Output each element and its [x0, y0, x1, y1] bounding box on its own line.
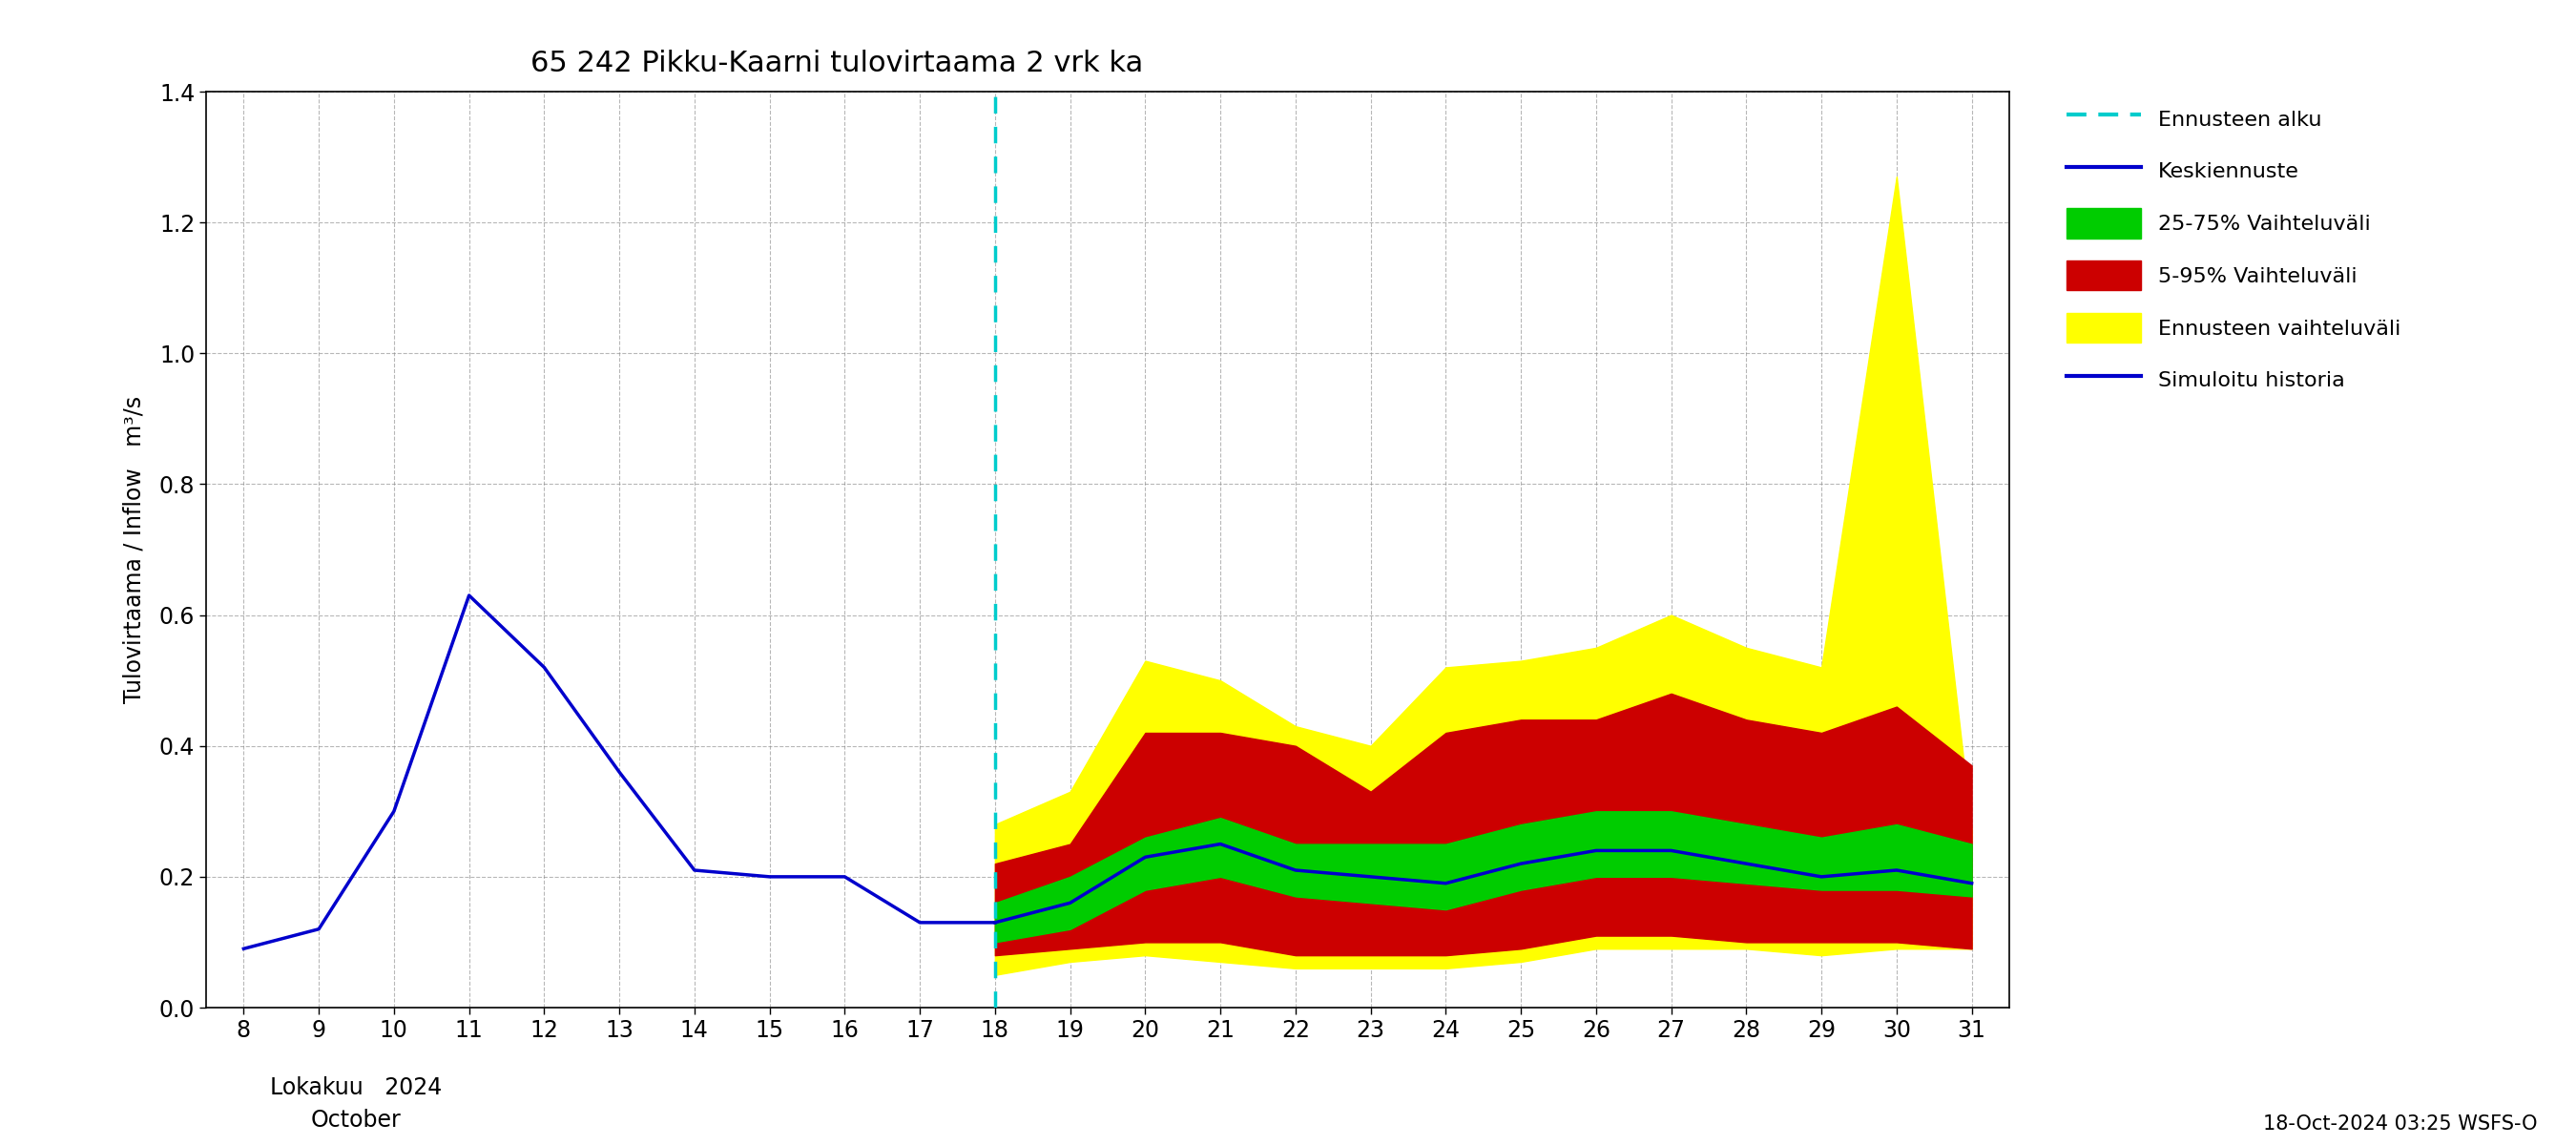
Legend: Ennusteen alku, Keskiennuste, 25-75% Vaihteluväli, 5-95% Vaihteluväli, Ennusteen: Ennusteen alku, Keskiennuste, 25-75% Vai… — [2056, 93, 2411, 405]
Text: 18-Oct-2024 03:25 WSFS-O: 18-Oct-2024 03:25 WSFS-O — [2264, 1114, 2537, 1134]
Y-axis label: Tulovirtaama / Inflow   m³/s: Tulovirtaama / Inflow m³/s — [124, 396, 147, 703]
Text: Lokakuu   2024
October: Lokakuu 2024 October — [270, 1076, 443, 1131]
Title: 65 242 Pikku-Kaarni tulovirtaama 2 vrk ka: 65 242 Pikku-Kaarni tulovirtaama 2 vrk k… — [531, 49, 1144, 78]
